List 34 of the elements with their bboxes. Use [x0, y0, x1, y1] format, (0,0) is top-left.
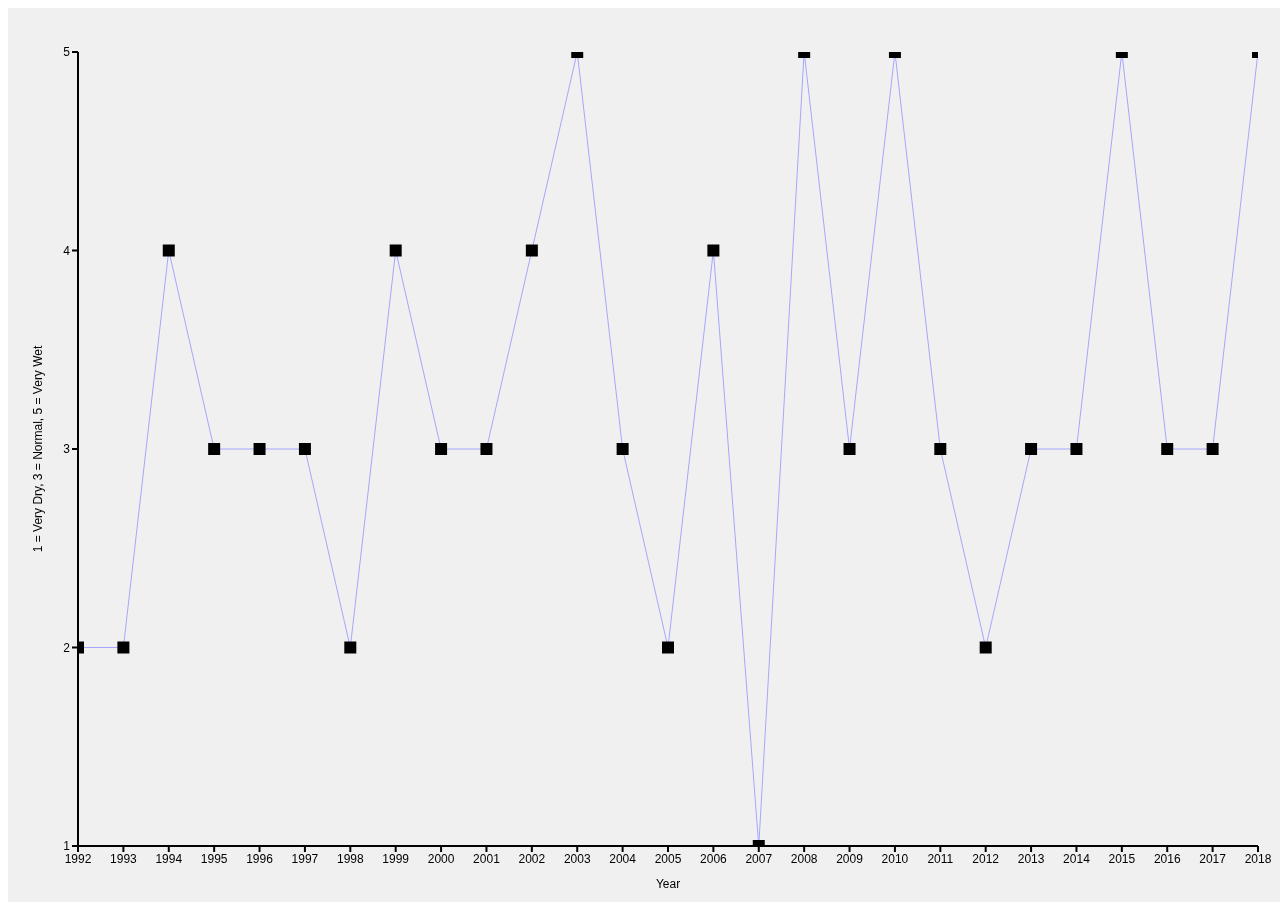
x-tick-label: 2004 [609, 851, 637, 866]
y-tick-label: 3 [63, 442, 71, 457]
x-tick-label: 2014 [1063, 851, 1091, 866]
x-tick-label: 2006 [700, 851, 728, 866]
x-tick-label: 2016 [1153, 851, 1181, 866]
x-tick-label: 2002 [518, 851, 546, 866]
x-tick-label: 2007 [745, 851, 773, 866]
x-tick-label: 2017 [1199, 851, 1227, 866]
x-tick-label: 1999 [382, 851, 410, 866]
y-tick-label: 4 [63, 243, 71, 258]
x-axis-title: Year [655, 877, 681, 891]
x-tick-label: 2009 [836, 851, 864, 866]
x-tick-label: 1993 [110, 851, 138, 866]
x-tick-label: 1996 [246, 851, 274, 866]
x-tick-label: 1997 [291, 851, 319, 866]
x-tick-label: 2012 [972, 851, 1000, 866]
x-tick-label: 2003 [563, 851, 591, 866]
y-axis-title: 1 = Very Dry, 3 = Normal, 5 = Very Wet [31, 345, 46, 553]
x-tick-label: 1994 [155, 851, 183, 866]
y-tick-label: 5 [63, 45, 71, 60]
x-tick-label: 2000 [427, 851, 455, 866]
x-tick-label: 1998 [336, 851, 364, 866]
x-tick-label: 2018 [1244, 851, 1272, 866]
y-tick-label: 2 [63, 640, 71, 655]
x-tick-label: 2001 [473, 851, 501, 866]
x-tick-label: 2013 [1017, 851, 1045, 866]
y-tick-label: 1 [63, 839, 71, 854]
x-tick-label: 2010 [881, 851, 909, 866]
x-tick-label: 1995 [200, 851, 228, 866]
x-tick-label: 2008 [790, 851, 818, 866]
x-tick-label: 2011 [927, 851, 954, 866]
x-tick-label: 2015 [1108, 851, 1136, 866]
x-tick-label: 1992 [64, 851, 92, 866]
x-tick-label: 2005 [654, 851, 682, 866]
